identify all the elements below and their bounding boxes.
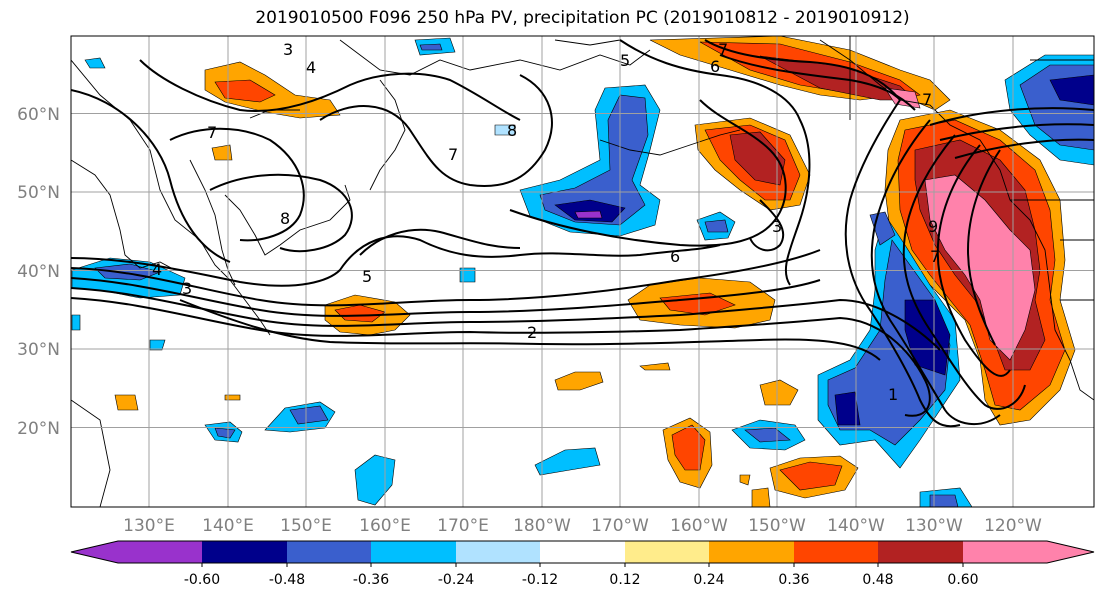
longitude-labels: 130°E 140°E 150°E 160°E 170°E 180°W 170°… — [123, 516, 1042, 536]
svg-text:20°N: 20°N — [17, 419, 60, 439]
svg-text:1: 1 — [888, 385, 898, 404]
svg-text:170°E: 170°E — [437, 516, 489, 536]
svg-text:3: 3 — [283, 40, 293, 59]
svg-text:8: 8 — [280, 209, 290, 228]
colorbar-segment — [371, 541, 456, 563]
svg-text:40°N: 40°N — [17, 262, 60, 282]
svg-text:5: 5 — [620, 51, 630, 70]
map-panel: 3 4 7 8 7 8 5 6 2 3 1 7 6 5 9 7 3 4 7 — [71, 36, 1094, 507]
svg-text:120°W: 120°W — [984, 516, 1042, 536]
colorbar-segment — [287, 541, 371, 563]
svg-text:0.24: 0.24 — [693, 572, 724, 588]
svg-text:6: 6 — [710, 57, 720, 76]
svg-text:0.36: 0.36 — [778, 572, 809, 588]
colorbar-extend-high — [1047, 541, 1094, 563]
svg-text:130°E: 130°E — [123, 516, 175, 536]
svg-text:4: 4 — [306, 58, 316, 77]
svg-text:2: 2 — [527, 323, 537, 342]
colorbar-tick-labels: -0.60 -0.48 -0.36 -0.24 -0.12 0.12 0.24 … — [184, 572, 979, 588]
colorbar-segment — [118, 541, 202, 563]
svg-text:150°E: 150°E — [280, 516, 332, 536]
svg-text:140°E: 140°E — [202, 516, 254, 536]
svg-text:130°W: 130°W — [905, 516, 963, 536]
svg-text:60°N: 60°N — [17, 105, 60, 125]
svg-text:0.48: 0.48 — [862, 572, 893, 588]
svg-text:7: 7 — [718, 40, 728, 59]
colorbar-outline — [70, 540, 1095, 564]
colorbar-segment — [878, 541, 963, 563]
svg-text:180°W: 180°W — [513, 516, 571, 536]
svg-text:0.12: 0.12 — [609, 572, 640, 588]
pv-contours — [71, 39, 1094, 428]
pv-contour-labels: 3 4 7 8 7 8 5 6 2 3 1 7 6 5 9 7 3 4 7 — [152, 40, 940, 404]
svg-text:9: 9 — [928, 217, 938, 236]
svg-text:7: 7 — [930, 247, 940, 266]
colorbar-segment — [625, 541, 709, 563]
colorbar-segment — [456, 541, 540, 563]
svg-text:7: 7 — [922, 90, 932, 109]
colorbar-segment — [794, 541, 878, 563]
gridlines — [71, 36, 1094, 507]
svg-text:3: 3 — [772, 217, 782, 236]
svg-text:170°W: 170°W — [591, 516, 649, 536]
svg-text:6: 6 — [670, 247, 680, 266]
svg-text:8: 8 — [507, 121, 517, 140]
svg-text:-0.60: -0.60 — [184, 572, 220, 588]
svg-text:0.60: 0.60 — [947, 572, 978, 588]
svg-text:50°N: 50°N — [17, 183, 60, 203]
colorbar-segment — [202, 541, 287, 563]
colorbar-segment — [963, 541, 1047, 563]
colorbar-segment — [540, 541, 625, 563]
svg-text:7: 7 — [207, 123, 217, 142]
svg-text:-0.24: -0.24 — [438, 572, 474, 588]
svg-text:4: 4 — [152, 260, 162, 279]
svg-text:160°E: 160°E — [359, 516, 411, 536]
map-frame — [70, 35, 1095, 508]
svg-text:140°W: 140°W — [827, 516, 885, 536]
svg-text:3: 3 — [182, 279, 192, 298]
colorbar-extend-low — [71, 541, 118, 563]
svg-text:-0.36: -0.36 — [353, 572, 389, 588]
svg-text:-0.48: -0.48 — [269, 572, 305, 588]
svg-text:5: 5 — [362, 267, 372, 286]
svg-text:160°W: 160°W — [670, 516, 728, 536]
latitude-labels: 60°N 50°N 40°N 30°N 20°N — [17, 105, 60, 439]
svg-text:7: 7 — [448, 145, 458, 164]
map-title: 2019010500 F096 250 hPa PV, precipitatio… — [255, 8, 910, 28]
colorbar-segment — [709, 541, 794, 563]
colorbar — [70, 540, 1095, 567]
svg-text:-0.12: -0.12 — [522, 572, 558, 588]
svg-text:30°N: 30°N — [17, 340, 60, 360]
svg-text:150°W: 150°W — [748, 516, 806, 536]
